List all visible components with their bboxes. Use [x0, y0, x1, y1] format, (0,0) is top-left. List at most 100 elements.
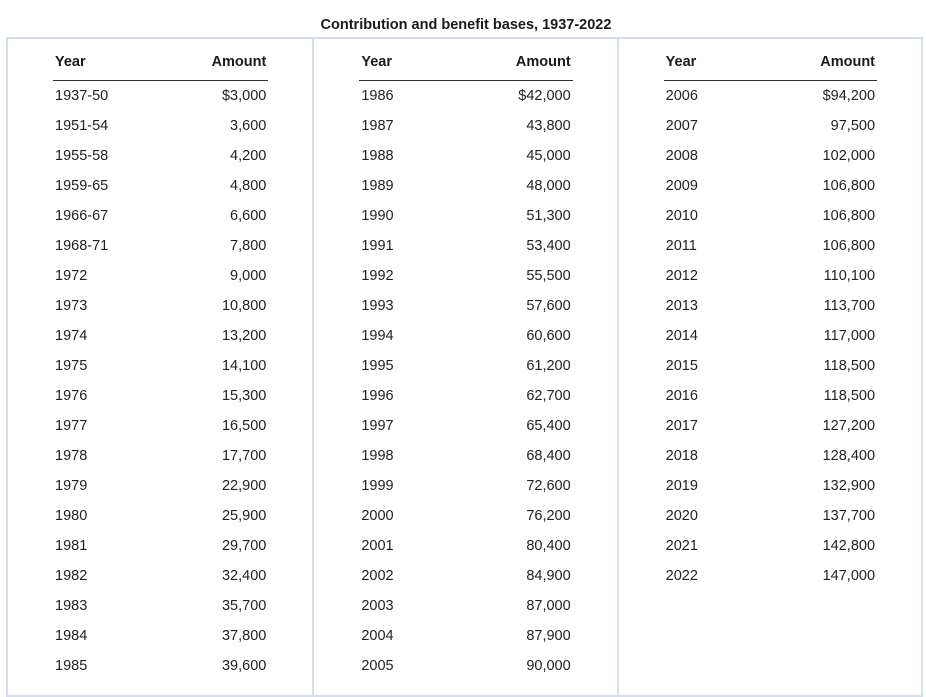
table-row: 1992 55,500: [359, 261, 572, 291]
amount-cell: 61,200: [526, 358, 571, 374]
year-cell: 2002: [361, 568, 394, 584]
amount-cell: 72,600: [526, 478, 571, 494]
amount-cell: 147,000: [822, 568, 876, 584]
year-cell: 2007: [665, 118, 698, 134]
year-cell: 2016: [665, 388, 698, 404]
amount-cell: 25,900: [221, 508, 267, 524]
year-cell: 2014: [665, 328, 698, 344]
amount-cell: 113,700: [823, 298, 876, 314]
table-row: 2009 106,800: [664, 171, 877, 201]
amount-cell: 51,300: [526, 208, 571, 224]
amount-cell: 60,600: [526, 328, 571, 344]
year-cell: 1996: [361, 388, 394, 404]
year-cell: 1974: [55, 328, 88, 344]
table-row: 2000 76,200: [359, 501, 572, 531]
year-cell: 1984: [55, 628, 88, 644]
table-row: 1980 25,900: [53, 501, 268, 531]
year-cell: 1966-67: [55, 208, 109, 224]
amount-cell: 90,000: [526, 658, 571, 674]
table-row: 2020 137,700: [664, 501, 877, 531]
amount-cell: 3,600: [230, 118, 267, 134]
table-row: 1987 43,800: [359, 111, 572, 141]
table-row: 2014 117,000: [664, 321, 877, 351]
table-row: 2008 102,000: [664, 141, 877, 171]
year-cell: 1937-50: [55, 88, 109, 104]
table-row: 1973 10,800: [53, 291, 268, 321]
bases-table-container: Year Amount 1937-50 $3,000 1951-54 3,600 1955-…: [6, 37, 923, 697]
year-cell: 1994: [361, 328, 394, 344]
amount-header: Amount: [745, 39, 878, 81]
table-row: 2015 118,500: [664, 351, 877, 381]
table-row: 2021 142,800: [664, 531, 877, 561]
amount-cell: $42,000: [518, 88, 571, 104]
table-row: 1985 39,600: [53, 651, 268, 681]
amount-cell: 7,800: [230, 238, 267, 254]
amount-cell: 84,900: [526, 568, 571, 584]
year-cell: 1951-54: [55, 118, 109, 134]
table-row: 1972 9,000: [53, 261, 268, 291]
table-row: 1955-58 4,200: [53, 141, 268, 171]
table-row: 1951-54 3,600: [53, 111, 268, 141]
amount-cell: 45,000: [526, 148, 571, 164]
year-cell: 2005: [361, 658, 394, 674]
table-row: 2017 127,200: [664, 411, 877, 441]
amount-cell: 13,200: [221, 328, 267, 344]
year-cell: 1978: [55, 448, 88, 464]
amount-cell: 22,900: [221, 478, 267, 494]
year-cell: 1999: [361, 478, 394, 494]
year-cell: 2020: [665, 508, 698, 524]
year-header: Year: [663, 39, 746, 81]
table-row: 2007 97,500: [664, 111, 877, 141]
amount-cell: 29,700: [221, 538, 267, 554]
table-row: 2002 84,900: [359, 561, 572, 591]
table-row: 1994 60,600: [359, 321, 572, 351]
amount-cell: 127,200: [822, 418, 876, 434]
table-row: 1966-67 6,600: [53, 201, 268, 231]
table-column-1: Year Amount 1937-50 $3,000 1951-54 3,600 1955-…: [8, 39, 312, 695]
year-cell: 1995: [361, 358, 394, 374]
table-row: 2019 132,900: [664, 471, 877, 501]
year-cell: 1991: [361, 238, 394, 254]
year-cell: 1981: [55, 538, 88, 554]
amount-cell: 76,200: [526, 508, 571, 524]
amount-cell: 17,700: [221, 448, 267, 464]
amount-cell: 4,800: [230, 178, 267, 194]
table-row: 1996 62,700: [359, 381, 572, 411]
amount-cell: $3,000: [221, 88, 267, 104]
year-cell: 1985: [55, 658, 88, 674]
amount-cell: 62,700: [526, 388, 571, 404]
amount-cell: 32,400: [221, 568, 267, 584]
table-row: 2010 106,800: [664, 201, 877, 231]
amount-cell: 65,400: [526, 418, 571, 434]
table-row: 1978 17,700: [53, 441, 268, 471]
table-row: 2004 87,900: [359, 621, 572, 651]
amount-cell: 14,100: [221, 358, 267, 374]
amount-cell: 142,800: [822, 538, 876, 554]
bases-table: Year Amount 1986 $42,000 1987 43,800 1988 45,00…: [359, 39, 573, 681]
amount-cell: $94,200: [822, 88, 876, 104]
table-row: 1968-71 7,800: [53, 231, 268, 261]
table-row: 1988 45,000: [359, 141, 572, 171]
amount-cell: 106,800: [822, 208, 876, 224]
table-row: 2011 106,800: [664, 231, 877, 261]
amount-cell: 10,800: [221, 298, 267, 314]
year-cell: 2011: [665, 238, 697, 254]
year-cell: 1975: [55, 358, 88, 374]
year-cell: 2001: [361, 538, 394, 554]
year-cell: 1976: [55, 388, 88, 404]
year-cell: 1987: [361, 118, 394, 134]
table-row: 2013 113,700: [664, 291, 877, 321]
table-row: 1997 65,400: [359, 411, 572, 441]
year-cell: 1973: [55, 298, 88, 314]
amount-cell: 43,800: [526, 118, 571, 134]
table-row: 1974 13,200: [53, 321, 268, 351]
header-row: Year Amount: [53, 39, 269, 81]
table-row: 1983 35,700: [53, 591, 268, 621]
table-row: 1990 51,300: [359, 201, 572, 231]
amount-cell: 9,000: [230, 268, 267, 284]
year-cell: 2019: [665, 478, 698, 494]
amount-cell: 80,400: [526, 538, 571, 554]
year-cell: 2008: [665, 148, 698, 164]
amount-cell: 102,000: [822, 148, 876, 164]
year-header: Year: [359, 39, 441, 81]
